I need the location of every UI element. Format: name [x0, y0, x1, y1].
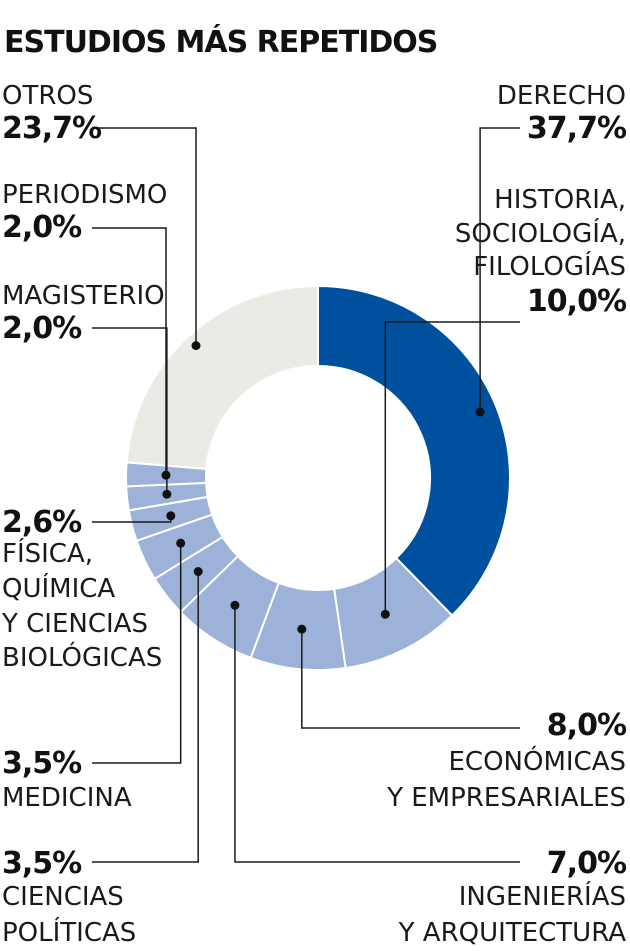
- chart-title: ESTUDIOS MÁS REPETIDOS: [4, 24, 437, 60]
- leader-line-periodismo: [92, 227, 167, 476]
- category-label-otros: OTROS: [2, 81, 93, 111]
- value-label-ciencias-politicas: 3,5%: [2, 846, 82, 881]
- leader-line-medicina: [92, 543, 182, 764]
- leader-dot-periodismo: [161, 470, 171, 480]
- category-label-ciencias-politicas: POLÍTICAS: [2, 916, 136, 948]
- leader-dot-otros: [191, 341, 201, 351]
- leader-dot-economicas-y-empresariales: [297, 624, 307, 634]
- value-label-economicas-y-empresariales: 8,0%: [547, 708, 627, 743]
- leader-dot-magisterio: [162, 489, 172, 499]
- leader-line-otros: [92, 127, 197, 346]
- value-label-periodismo: 2,0%: [2, 210, 82, 245]
- category-label-ciencias-politicas: CIENCIAS: [2, 882, 124, 912]
- slice-otros: [125, 284, 319, 470]
- leader-line-economicas-y-empresariales: [301, 629, 520, 729]
- leader-dot-ingenierias-y-arquitectura: [230, 600, 240, 610]
- leader-line-magisterio: [92, 327, 168, 495]
- category-label-economicas-y-empresariales: ECONÓMICAS: [448, 745, 626, 777]
- category-label-fisica-quimica-y-ciencias-biologicas: FÍSICA,: [2, 537, 93, 569]
- value-label-ingenierias-y-arquitectura: 7,0%: [547, 846, 627, 881]
- category-label-economicas-y-empresariales: Y EMPRESARIALES: [386, 783, 626, 813]
- leader-dot-medicina: [176, 538, 186, 548]
- category-label-historia-sociologia-filologias: HISTORIA,: [494, 185, 626, 215]
- category-label-periodismo: PERIODISMO: [2, 180, 167, 210]
- value-label-otros: 23,7%: [2, 111, 102, 146]
- value-label-fisica-quimica-y-ciencias-biologicas: 2,6%: [2, 505, 82, 540]
- value-label-derecho: 37,7%: [527, 111, 627, 146]
- value-label-magisterio: 2,0%: [2, 311, 82, 346]
- value-label-historia-sociologia-filologias: 10,0%: [527, 284, 627, 319]
- leader-dot-historia-sociologia-filologias: [380, 609, 390, 619]
- category-label-fisica-quimica-y-ciencias-biologicas: QUÍMICA: [2, 572, 115, 604]
- leader-dot-derecho: [475, 407, 485, 417]
- category-label-fisica-quimica-y-ciencias-biologicas: Y CIENCIAS: [1, 609, 148, 639]
- leader-dot-ciencias-politicas: [193, 567, 203, 577]
- leader-line-derecho: [479, 127, 520, 413]
- category-label-medicina: MEDICINA: [2, 783, 132, 813]
- category-label-derecho: DERECHO: [497, 81, 626, 111]
- category-label-historia-sociologia-filologias: FILOLOGÍAS: [473, 250, 626, 282]
- leader-line-ingenierias-y-arquitectura: [234, 605, 520, 863]
- leader-dot-fisica-quimica-y-ciencias-biologicas: [166, 511, 176, 521]
- category-label-ingenierias-y-arquitectura: Y ARQUITECTURA: [398, 918, 627, 948]
- leader-line-historia-sociologia-filologias: [384, 321, 520, 615]
- category-label-historia-sociologia-filologias: SOCIOLOGÍA,: [455, 217, 626, 249]
- category-label-fisica-quimica-y-ciencias-biologicas: BIOLÓGICAS: [2, 641, 162, 673]
- value-label-medicina: 3,5%: [2, 746, 82, 781]
- category-label-ingenierias-y-arquitectura: INGENIERÍAS: [459, 880, 626, 912]
- leader-line-ciencias-politicas: [92, 571, 199, 863]
- category-label-magisterio: MAGISTERIO: [2, 281, 165, 311]
- slice-derecho: [317, 284, 511, 617]
